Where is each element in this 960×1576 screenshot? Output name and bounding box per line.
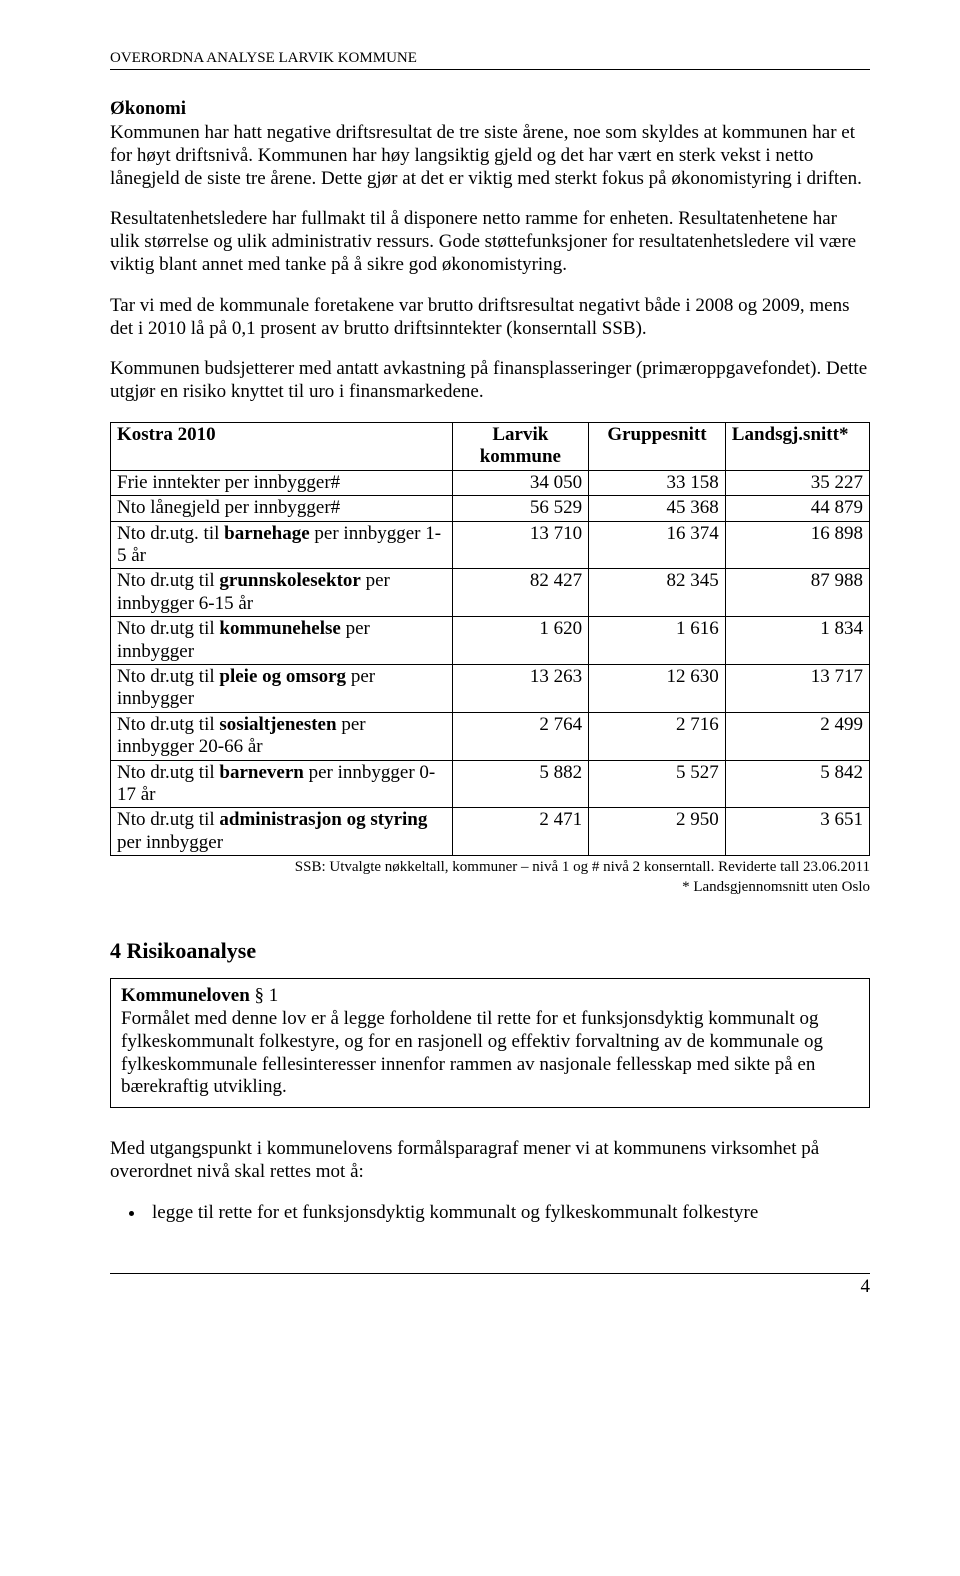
th-larvik-b: kommune xyxy=(480,446,561,467)
row-v1: 1 620 xyxy=(452,617,589,665)
row-v3: 16 898 xyxy=(725,521,869,569)
paragraph-2: Resultatenhetsledere har fullmakt til å … xyxy=(110,208,870,276)
page-number: 4 xyxy=(861,1276,871,1297)
row-label: Nto dr.utg til administrasjon og styring… xyxy=(111,808,453,856)
th-larvik: Larvik kommune xyxy=(452,422,589,470)
table-row: Nto lånegjeld per innbygger#56 52945 368… xyxy=(111,496,870,521)
paragraph-3: Tar vi med de kommunale foretakene var b… xyxy=(110,295,870,341)
law-paragraph-ref: § 1 xyxy=(250,985,279,1006)
section-heading-risiko: 4 Risikoanalyse xyxy=(110,938,870,964)
row-v3: 1 834 xyxy=(725,617,869,665)
row-v2: 1 616 xyxy=(589,617,726,665)
table-row: Nto dr.utg til barnevern per innbygger 0… xyxy=(111,760,870,808)
row-label: Nto dr.utg til grunnskolesektor per innb… xyxy=(111,569,453,617)
table-row: Nto dr.utg til sosialtjenesten per innby… xyxy=(111,712,870,760)
row-v3: 44 879 xyxy=(725,496,869,521)
row-label: Frie inntekter per innbygger# xyxy=(111,470,453,495)
table-note-2: * Landsgjennomsnitt uten Oslo xyxy=(110,878,870,896)
row-v1: 82 427 xyxy=(452,569,589,617)
law-body: Formålet med denne lov er å legge forhol… xyxy=(121,1008,823,1097)
table-header-row: Kostra 2010 Larvik kommune Gruppesnitt L… xyxy=(111,422,870,470)
section-title-okonomi: Økonomi xyxy=(110,98,870,120)
row-label: Nto dr.utg til kommunehelse per innbygge… xyxy=(111,617,453,665)
row-v1: 2 471 xyxy=(452,808,589,856)
header-smallcaps: LARVIK KOMMUNE xyxy=(279,50,417,66)
table-row: Nto dr.utg til administrasjon og styring… xyxy=(111,808,870,856)
row-v2: 2 950 xyxy=(589,808,726,856)
row-v1: 34 050 xyxy=(452,470,589,495)
th-kostra: Kostra 2010 xyxy=(111,422,453,470)
bullet-item: legge til rette for et funksjonsdyktig k… xyxy=(146,1202,870,1225)
page-container: OVERORDNA ANALYSE LARVIK KOMMUNE Økonomi… xyxy=(0,0,960,1338)
paragraph-4: Kommunen budsjetterer med antatt avkastn… xyxy=(110,358,870,404)
row-v1: 13 710 xyxy=(452,521,589,569)
table-row: Frie inntekter per innbygger#34 05033 15… xyxy=(111,470,870,495)
row-v3: 87 988 xyxy=(725,569,869,617)
row-v1: 2 764 xyxy=(452,712,589,760)
paragraph-1: Kommunen har hatt negative driftsresulta… xyxy=(110,122,870,190)
law-box: Kommuneloven § 1 Formålet med denne lov … xyxy=(110,978,870,1108)
row-v3: 2 499 xyxy=(725,712,869,760)
page-footer: 4 xyxy=(110,1273,870,1298)
running-header: OVERORDNA ANALYSE LARVIK KOMMUNE xyxy=(110,50,870,70)
table-note-1: SSB: Utvalgte nøkkeltall, kommuner – niv… xyxy=(110,858,870,876)
th-gruppesnitt: Gruppesnitt xyxy=(589,422,726,470)
row-v2: 33 158 xyxy=(589,470,726,495)
row-v2: 2 716 xyxy=(589,712,726,760)
row-v3: 35 227 xyxy=(725,470,869,495)
table-row: Nto dr.utg til pleie og omsorg per innby… xyxy=(111,665,870,713)
row-v1: 5 882 xyxy=(452,760,589,808)
row-v3: 3 651 xyxy=(725,808,869,856)
th-larvik-a: Larvik xyxy=(492,424,548,445)
row-v2: 16 374 xyxy=(589,521,726,569)
row-v3: 5 842 xyxy=(725,760,869,808)
paragraph-after-box: Med utgangspunkt i kommunelovens formåls… xyxy=(110,1138,870,1184)
row-v2: 82 345 xyxy=(589,569,726,617)
row-v2: 45 368 xyxy=(589,496,726,521)
kostra-table: Kostra 2010 Larvik kommune Gruppesnitt L… xyxy=(110,422,870,856)
law-title: Kommuneloven xyxy=(121,985,250,1006)
bullet-list: legge til rette for et funksjonsdyktig k… xyxy=(110,1202,870,1225)
row-label: Nto lånegjeld per innbygger# xyxy=(111,496,453,521)
row-v2: 12 630 xyxy=(589,665,726,713)
header-upper: OVERORDNA ANALYSE xyxy=(110,50,279,66)
row-label: Nto dr.utg. til barnehage per innbygger … xyxy=(111,521,453,569)
row-v1: 13 263 xyxy=(452,665,589,713)
th-landsgj: Landsgj.snitt* xyxy=(725,422,869,470)
row-v2: 5 527 xyxy=(589,760,726,808)
table-row: Nto dr.utg. til barnehage per innbygger … xyxy=(111,521,870,569)
row-v3: 13 717 xyxy=(725,665,869,713)
table-row: Nto dr.utg til kommunehelse per innbygge… xyxy=(111,617,870,665)
row-label: Nto dr.utg til sosialtjenesten per innby… xyxy=(111,712,453,760)
row-label: Nto dr.utg til pleie og omsorg per innby… xyxy=(111,665,453,713)
table-row: Nto dr.utg til grunnskolesektor per innb… xyxy=(111,569,870,617)
row-v1: 56 529 xyxy=(452,496,589,521)
row-label: Nto dr.utg til barnevern per innbygger 0… xyxy=(111,760,453,808)
